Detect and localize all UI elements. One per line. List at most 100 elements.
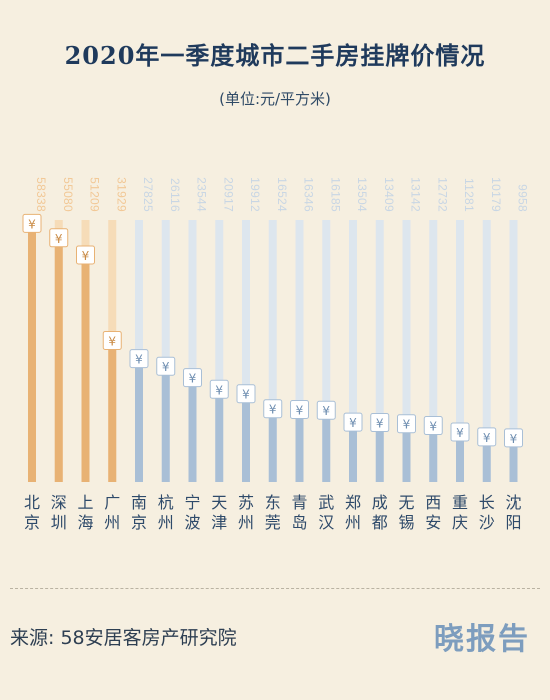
data-label: 55080 bbox=[61, 177, 75, 212]
data-label: 13504 bbox=[355, 177, 369, 212]
bar bbox=[349, 422, 357, 482]
bar bbox=[509, 437, 518, 482]
yen-marker: ¥ bbox=[135, 353, 143, 367]
data-label: 12732 bbox=[435, 177, 449, 212]
unit-label: (单位:元/平方米) bbox=[219, 90, 331, 108]
data-label: 13409 bbox=[382, 177, 396, 212]
x-tick-label: 海 bbox=[77, 513, 93, 532]
x-tick-label: 阳 bbox=[505, 513, 521, 532]
yen-marker: ¥ bbox=[162, 360, 170, 374]
chart-title: 2020年一季度城市二手房挂牌价情况 bbox=[64, 41, 486, 70]
data-label: 13142 bbox=[409, 177, 423, 212]
yen-marker: ¥ bbox=[349, 416, 357, 430]
bar bbox=[28, 223, 36, 482]
data-label: 58338 bbox=[34, 177, 48, 212]
yen-marker: ¥ bbox=[242, 388, 250, 402]
data-label: 11281 bbox=[462, 178, 476, 212]
yen-marker-box bbox=[49, 228, 69, 248]
x-tick-label: 青 bbox=[291, 493, 307, 512]
x-tick-label: 汉 bbox=[318, 513, 334, 532]
data-label: 26116 bbox=[168, 178, 182, 212]
bar-track bbox=[482, 220, 491, 482]
x-tick-label: 深 bbox=[51, 493, 67, 512]
bar-track bbox=[188, 220, 197, 482]
bar-track bbox=[295, 220, 304, 482]
bar bbox=[161, 366, 170, 482]
yen-marker-box bbox=[343, 412, 363, 432]
bar-track bbox=[161, 220, 170, 482]
x-tick-label: 岛 bbox=[291, 513, 307, 532]
yen-marker-box bbox=[156, 356, 176, 376]
yen-marker-box bbox=[370, 413, 390, 433]
yen-marker-box bbox=[450, 422, 470, 442]
source-text: 来源: 58安居客房产研究院 bbox=[10, 627, 237, 649]
x-tick-label: 杭 bbox=[158, 493, 174, 512]
x-tick-label: 苏 bbox=[238, 493, 254, 512]
yen-marker-box bbox=[183, 368, 202, 388]
x-tick-label: 州 bbox=[345, 513, 361, 532]
bar bbox=[322, 410, 331, 482]
bar-track bbox=[268, 220, 277, 482]
x-tick-label: 重 bbox=[452, 493, 468, 512]
yen-marker: ¥ bbox=[510, 432, 518, 446]
yen-marker-box bbox=[316, 400, 336, 420]
x-tick-label: 西 bbox=[425, 493, 441, 512]
bar bbox=[295, 409, 304, 482]
bar-track bbox=[402, 220, 411, 482]
x-tick-label: 广 bbox=[104, 493, 120, 512]
bar bbox=[268, 408, 277, 482]
yen-marker-box bbox=[102, 330, 122, 350]
bar-track bbox=[509, 220, 518, 482]
x-tick-label: 无 bbox=[398, 493, 414, 512]
x-tick-label: 宁 bbox=[184, 493, 200, 512]
yen-marker: ¥ bbox=[456, 426, 464, 440]
data-label: 20917 bbox=[221, 177, 235, 212]
yen-marker: ¥ bbox=[403, 418, 411, 432]
x-tick-label: 武 bbox=[318, 493, 334, 512]
x-tick-label: 州 bbox=[238, 513, 254, 532]
data-label: 16524 bbox=[275, 177, 289, 212]
yen-marker: ¥ bbox=[322, 404, 330, 418]
x-tick-label: 莞 bbox=[265, 513, 281, 532]
x-tick-label: 庆 bbox=[452, 513, 468, 532]
bar bbox=[135, 358, 143, 482]
data-label: 19912 bbox=[248, 177, 262, 212]
bar bbox=[402, 423, 411, 482]
yen-marker-box bbox=[397, 414, 416, 434]
data-label: 10179 bbox=[489, 177, 503, 212]
x-tick-label: 沙 bbox=[479, 513, 495, 532]
bar-track bbox=[429, 220, 438, 482]
yen-marker: ¥ bbox=[376, 417, 384, 431]
x-tick-label: 津 bbox=[211, 513, 227, 532]
bar bbox=[81, 254, 90, 482]
x-tick-label: 州 bbox=[104, 513, 120, 532]
bar-chart: 58338 ¥ 北京 55080 ¥ 深圳 51209 ¥ 上海 31929 ¥ 广州 27825 ¥ 南京… bbox=[22, 177, 530, 532]
yen-marker: ¥ bbox=[429, 420, 437, 434]
yen-marker: ¥ bbox=[269, 403, 277, 417]
yen-marker: ¥ bbox=[108, 334, 116, 348]
yen-marker: ¥ bbox=[82, 249, 90, 263]
x-tick-label: 南 bbox=[131, 493, 147, 512]
data-label: 16185 bbox=[328, 177, 342, 212]
yen-marker-box bbox=[129, 349, 149, 369]
x-tick-label: 东 bbox=[265, 493, 281, 512]
bar bbox=[482, 436, 491, 482]
yen-marker-box bbox=[76, 245, 95, 265]
x-tick-label: 锡 bbox=[398, 513, 414, 532]
yen-marker: ¥ bbox=[296, 404, 304, 418]
x-tick-label: 都 bbox=[372, 513, 388, 532]
yen-marker-box bbox=[263, 399, 283, 419]
bar-track bbox=[215, 220, 224, 482]
data-label: 16346 bbox=[302, 177, 316, 212]
bar bbox=[456, 431, 464, 482]
bar bbox=[108, 340, 117, 482]
yen-marker: ¥ bbox=[189, 372, 197, 386]
bar-track bbox=[242, 220, 250, 482]
yen-marker: ¥ bbox=[28, 217, 36, 231]
data-label: 51209 bbox=[88, 177, 102, 212]
bar bbox=[375, 422, 384, 482]
data-label: 9958 bbox=[516, 184, 530, 212]
bar bbox=[54, 237, 63, 482]
bar bbox=[215, 389, 224, 482]
yen-marker-box bbox=[290, 400, 309, 420]
